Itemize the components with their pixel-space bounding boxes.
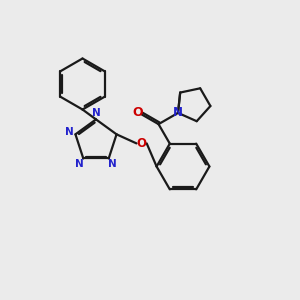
Text: N: N xyxy=(75,159,84,169)
Text: O: O xyxy=(136,137,147,150)
Text: N: N xyxy=(65,127,74,137)
Text: N: N xyxy=(108,159,117,169)
Text: N: N xyxy=(173,106,183,119)
Text: N: N xyxy=(92,108,100,118)
Text: O: O xyxy=(133,106,143,119)
